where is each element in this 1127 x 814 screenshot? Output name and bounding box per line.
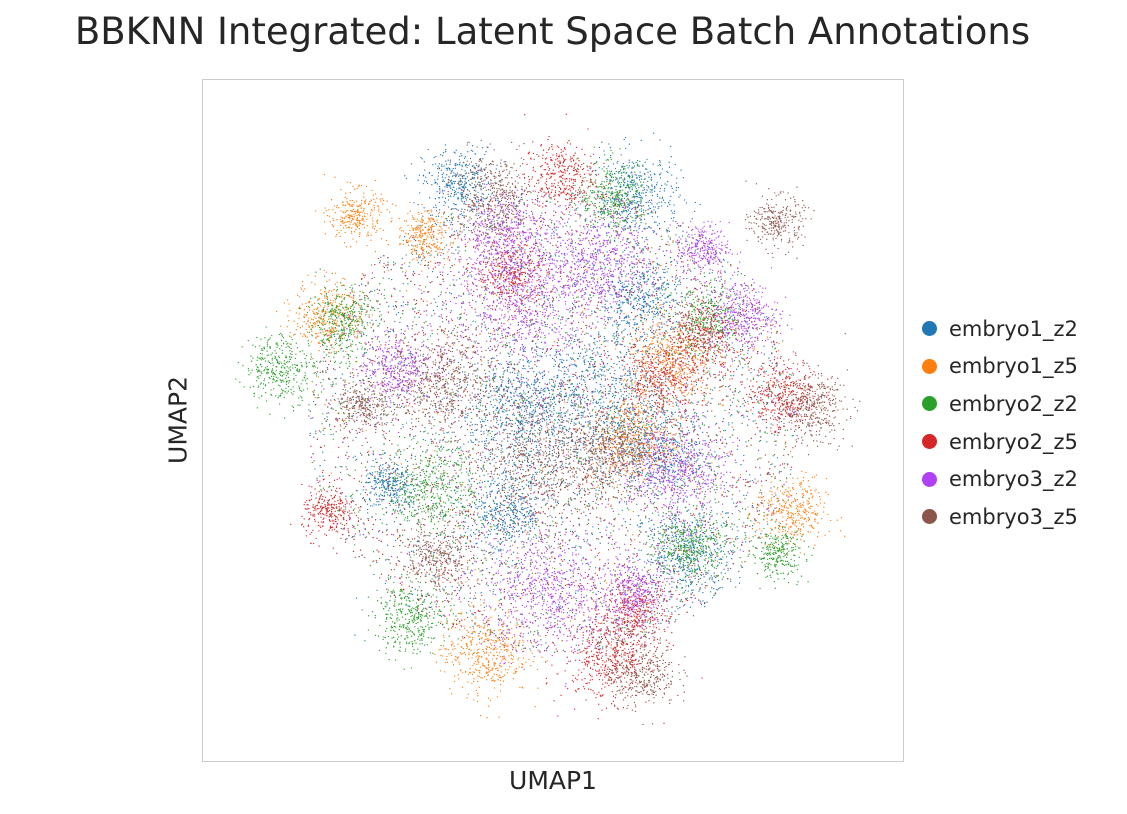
legend-label: embryo1_z2 [949,317,1078,341]
legend: embryo1_z2 embryo1_z5 embryo2_z2 embryo2… [922,310,1078,536]
plot-area [202,79,904,762]
legend-swatch [922,434,937,449]
y-axis-label: UMAP2 [164,376,193,464]
x-axis-label: UMAP1 [202,766,904,795]
series-embryo1_z5 [276,174,845,719]
legend-swatch [922,396,937,411]
legend-swatch [922,509,937,524]
chart-title: BBKNN Integrated: Latent Space Batch Ann… [0,10,1105,53]
legend-item: embryo1_z2 [922,310,1078,348]
legend-item: embryo3_z5 [922,498,1078,536]
legend-label: embryo2_z2 [949,392,1078,416]
legend-label: embryo3_z5 [949,505,1078,529]
legend-label: embryo3_z2 [949,467,1078,491]
series-embryo3_z2 [309,154,797,687]
legend-item: embryo2_z2 [922,385,1078,423]
legend-swatch [922,321,937,336]
series-embryo2_z2 [235,146,814,669]
legend-label: embryo2_z5 [949,430,1078,454]
legend-item: embryo2_z5 [922,423,1078,461]
legend-swatch [922,359,937,374]
legend-item: embryo1_z5 [922,348,1078,386]
legend-label: embryo1_z5 [949,354,1078,378]
umap-scatter [203,80,903,761]
legend-item: embryo3_z2 [922,460,1078,498]
legend-swatch [922,472,937,487]
